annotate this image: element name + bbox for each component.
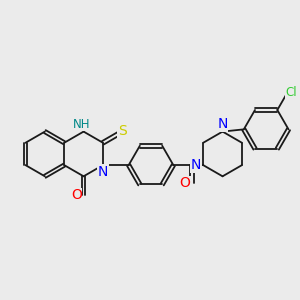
Text: S: S [118,124,127,138]
Text: N: N [190,158,201,172]
Text: N: N [218,117,228,131]
Text: NH: NH [73,118,90,131]
Text: O: O [71,188,82,202]
Text: O: O [180,176,190,190]
Text: Cl: Cl [285,86,297,99]
Text: N: N [98,165,108,179]
